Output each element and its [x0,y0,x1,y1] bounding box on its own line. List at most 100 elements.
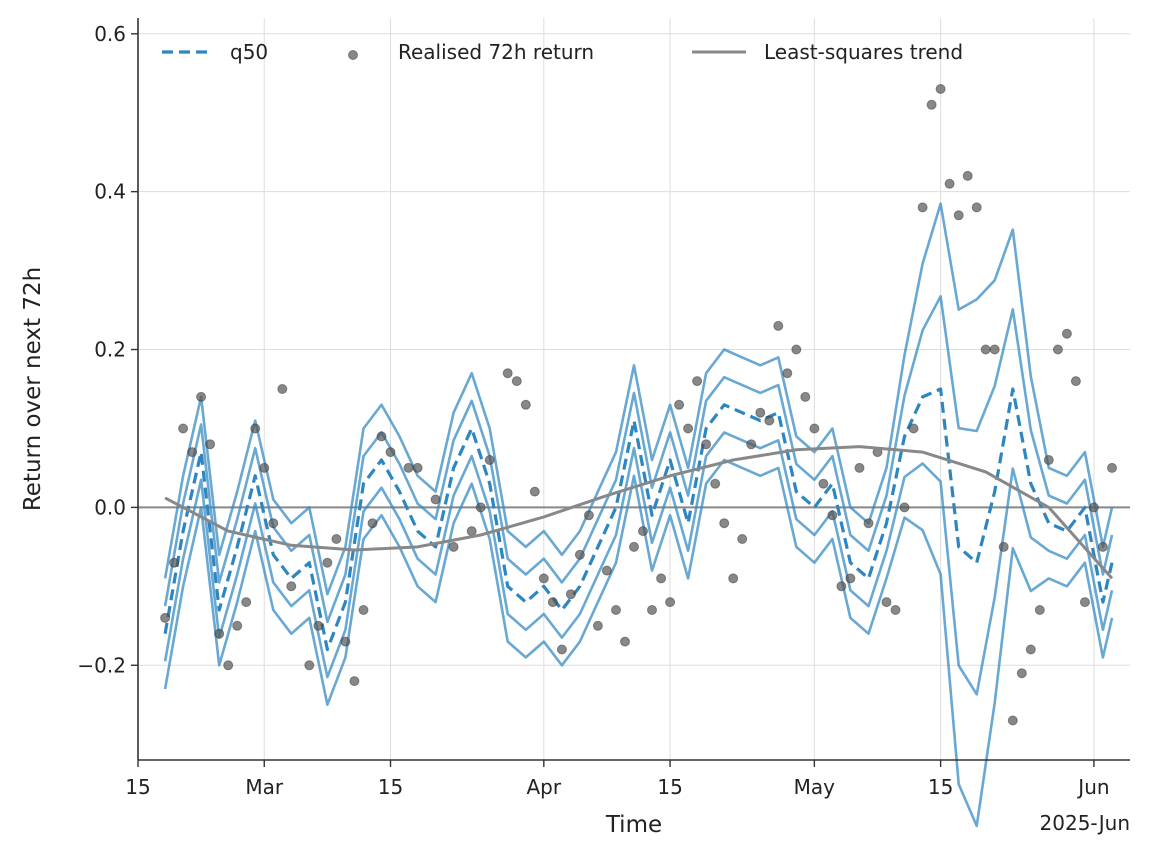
scatter-point [241,597,252,608]
scatter-point [502,368,513,379]
scatter-point [953,210,964,221]
scatter-point [899,502,910,513]
scatter-point [556,644,567,655]
scatter-point [574,549,585,560]
scatter-point [484,455,495,465]
scatter-point [665,597,676,608]
scatter-point [1043,455,1054,465]
y-tick-label: 0.0 [94,495,126,519]
x-tick-label: Jun [1076,775,1109,799]
legend-swatch-points [348,50,358,60]
y-axis-label: Return over next 72h [20,267,46,511]
scatter-point [259,462,270,473]
scatter-point [322,557,333,568]
x-axis-label: Time [605,812,662,838]
legend-label-q50: q50 [230,40,268,64]
scatter-point [529,486,540,497]
scatter-point [701,439,712,450]
scatter-point [1107,462,1117,473]
scatter-point [412,462,423,473]
scatter-point [601,565,612,576]
scatter-point [962,170,973,181]
scatter-point [547,597,558,608]
scatter-point [448,541,459,552]
scatter-point [178,423,189,434]
scatter-point [620,636,630,647]
x-tick-label: 15 [125,775,150,799]
x-axis-offset-label: 2025-Jun [1040,811,1130,835]
scatter-point [863,518,874,529]
scatter-point [881,597,892,608]
scatter-point [827,510,838,521]
scatter-point [917,202,928,213]
trend-line [164,445,1114,580]
scatter-point [1052,344,1063,355]
scatter-point [268,518,279,529]
legend-label-points: Realised 72h return [398,40,594,64]
x-tick-label: Apr [527,775,562,799]
scatter-point [728,573,739,584]
scatter-point [349,676,360,687]
scatter-point [845,573,856,584]
scatter-point [331,534,342,544]
scatter-point [403,462,414,473]
scatter-point [304,660,315,671]
scatter-point [683,423,694,434]
scatter-point [980,344,991,355]
scatter-point [971,202,982,213]
scatter-point [836,581,847,592]
y-tick-label: −0.2 [77,653,126,677]
scatter-point [809,423,820,434]
scatter-point [1079,597,1090,608]
scatter-point [187,447,198,458]
x-tick-label: 15 [928,775,953,799]
scatter-point [376,431,387,442]
x-tick-label: Mar [245,775,284,799]
scatter-point [1070,376,1081,387]
scatter-point [520,399,531,410]
scatter-point [764,415,775,426]
scatter-point [232,620,243,631]
scatter-point [989,344,1000,355]
scatter-point [286,581,297,592]
scatter-point [1007,715,1018,726]
scatter-point [782,368,793,379]
scatter-point [692,376,703,387]
scatter-point [205,439,216,450]
scatter-point [565,589,576,600]
plot-area [138,84,1130,828]
scatter-point [1088,502,1099,513]
scatter-point [1034,605,1045,615]
scatter-point [944,178,955,189]
quantile-band-line [163,431,1114,696]
scatter-point [160,612,171,623]
x-tick-label: May [794,775,836,799]
scatter-point [755,407,766,418]
scatter-point [935,84,946,94]
scatter-point [674,399,685,410]
scatter-point [196,391,207,402]
scatter-point [385,447,396,458]
scatter-point [656,573,667,584]
scatter-point [583,510,594,521]
x-tick-label: 15 [378,775,403,799]
q50-line [163,387,1114,652]
scatter-point [629,541,639,552]
quantile-band-line [163,202,1114,596]
scatter-point [854,462,865,473]
y-tick-label: 0.4 [94,180,126,204]
scatter-point [511,376,522,387]
quantile-band-line [163,458,1114,828]
scatter-point [791,344,802,355]
scatter-point [818,478,829,489]
scatter-point [1025,644,1036,655]
axes: 15 Mar 15 Apr 15 May 15 Jun −0.2 0.0 0.2 0.4 0.6 [77,18,1130,799]
scatter-point [998,541,1009,552]
scatter-point [1016,668,1027,679]
scatter-point [475,502,486,513]
scatter-point [430,494,441,505]
scatter-point [890,605,901,615]
quantile-band-line [163,295,1114,624]
scatter-point [592,620,603,631]
scatter-point [647,605,657,615]
